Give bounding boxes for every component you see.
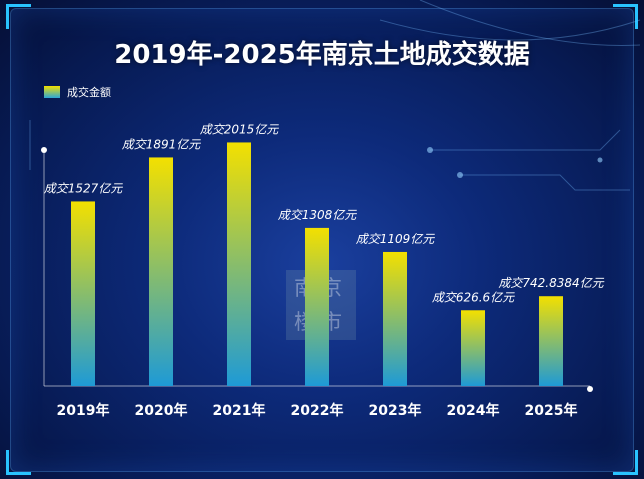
bar <box>305 227 329 386</box>
corner-decoration <box>6 450 31 475</box>
bar <box>461 310 485 386</box>
x-tick-label: 2023年 <box>369 402 422 419</box>
axis-end-dot <box>41 147 47 153</box>
corner-decoration <box>613 4 638 29</box>
corner-decoration <box>6 4 31 29</box>
x-tick-label: 2024年 <box>447 402 500 419</box>
bar <box>149 157 173 386</box>
legend-label: 成交金额 <box>67 86 111 99</box>
chart-legend: 成交金额 <box>44 84 111 100</box>
data-label: 成交626.6亿元 <box>432 290 515 304</box>
data-label: 成交1308亿元 <box>278 208 358 222</box>
x-tick-label: 2025年 <box>525 402 578 419</box>
bar <box>539 296 563 386</box>
x-tick-label: 2019年 <box>57 402 110 419</box>
x-tick-label: 2020年 <box>135 402 188 419</box>
data-label: 成交742.8384亿元 <box>498 276 604 290</box>
panel-frame <box>10 8 634 472</box>
x-tick-label: 2022年 <box>291 402 344 419</box>
axis-end-dot <box>587 386 593 392</box>
bar <box>383 251 407 386</box>
corner-decoration <box>613 450 638 475</box>
legend-swatch <box>44 86 60 98</box>
chart-title: 2019年-2025年南京土地成交数据 <box>114 40 530 70</box>
data-label: 成交1527亿元 <box>44 181 124 195</box>
data-label: 成交2015亿元 <box>200 122 280 136</box>
bar <box>71 201 95 386</box>
bar <box>227 142 251 386</box>
data-label: 成交1891亿元 <box>122 137 202 151</box>
data-label: 成交1109亿元 <box>356 232 436 246</box>
x-tick-label: 2021年 <box>213 402 266 419</box>
